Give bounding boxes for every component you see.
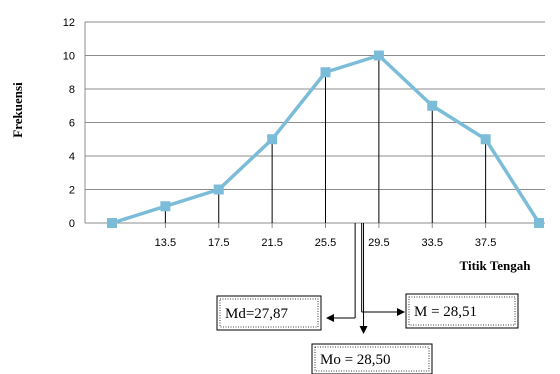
mode-box-label: Mo = 28,50	[320, 352, 391, 368]
data-point	[373, 50, 384, 61]
y-tick-label: 10	[63, 51, 75, 63]
annotation-layer: Md=27,87 M = 28,51 Mo = 28,50	[216, 223, 519, 374]
y-tick-label: 6	[69, 118, 75, 130]
median-box-inner	[219, 298, 319, 328]
axis-layer	[84, 22, 545, 228]
y-tick-label: 12	[63, 17, 75, 29]
x-tick-label: 13.5	[155, 237, 176, 249]
mode-box-outer	[311, 343, 433, 374]
data-point	[160, 201, 171, 212]
y-axis-title: Frekuensi	[10, 82, 25, 138]
y-tick-label: 2	[69, 185, 75, 197]
x-tick-label: 21.5	[261, 237, 282, 249]
data-point	[427, 100, 438, 111]
mean-box-label: M = 28,51	[414, 304, 477, 320]
ticks-layer: 0 2 4 6 8 10 12 13.5 17.5 21.5 25.5 29.5 33.5 37.5	[63, 17, 497, 249]
mode-box-inner	[314, 346, 430, 372]
y-tick-label: 4	[69, 151, 75, 163]
y-tick-label: 0	[69, 218, 75, 230]
data-point	[480, 134, 491, 145]
data-point	[107, 218, 117, 228]
data-point	[267, 134, 278, 145]
x-axis-title: Titik Tengah	[460, 258, 532, 273]
mode-box: Mo = 28,50	[311, 343, 433, 374]
data-point	[320, 67, 331, 78]
median-box: Md=27,87	[216, 295, 322, 331]
x-tick-label: 37.5	[475, 237, 496, 249]
x-tick-label: 25.5	[315, 237, 336, 249]
x-tick-label: 17.5	[208, 237, 229, 249]
mean-box-inner	[408, 296, 516, 326]
x-tick-label: 29.5	[368, 237, 389, 249]
grid-layer	[85, 21, 545, 190]
median-box-outer	[216, 295, 322, 331]
mean-box-outer	[405, 293, 519, 329]
data-point	[534, 218, 544, 228]
series-layer	[107, 50, 544, 228]
y-tick-label: 8	[69, 84, 75, 96]
median-box-label: Md=27,87	[225, 306, 289, 322]
droplines-layer	[164, 55, 487, 223]
mean-box: M = 28,51	[405, 293, 519, 329]
data-point	[213, 184, 224, 195]
x-tick-label: 33.5	[422, 237, 443, 249]
